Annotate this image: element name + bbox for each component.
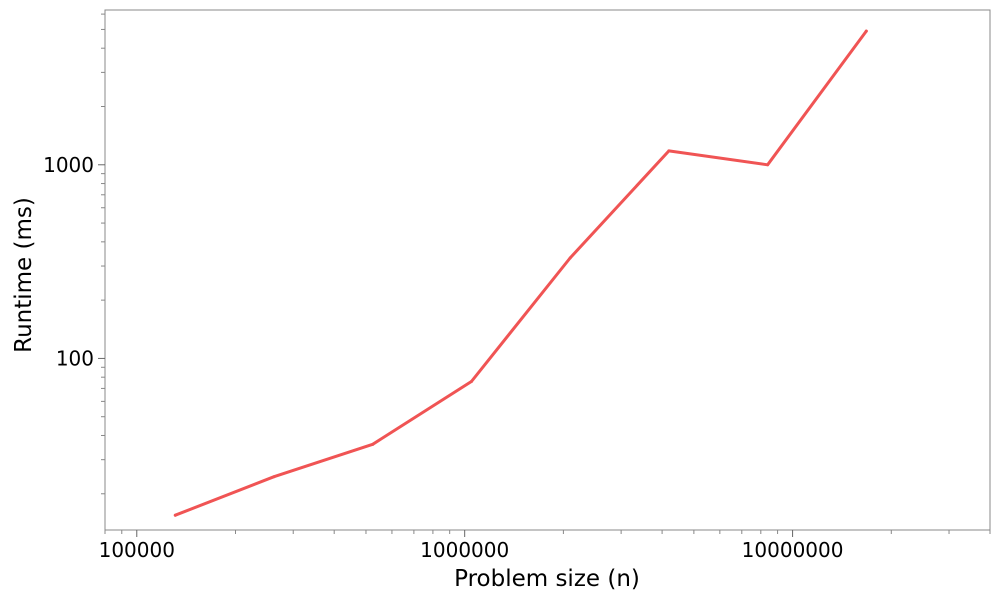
y-axis-title: Runtime (ms) — [11, 197, 37, 353]
series-layer — [173, 29, 868, 517]
data-point — [272, 475, 276, 479]
series-line — [173, 29, 868, 517]
data-point — [173, 513, 177, 517]
y-tick-label: 100 — [56, 346, 94, 370]
x-axis-minor-ticks — [104, 530, 991, 534]
data-point — [766, 163, 770, 167]
y-axis-ticks: 100 1000 — [43, 153, 105, 370]
data-point — [371, 442, 375, 446]
y-axis-minor-ticks — [101, 13, 105, 495]
x-tick-label: 1000000 — [420, 538, 509, 562]
y-tick-label: 1000 — [43, 153, 94, 177]
data-point — [864, 29, 868, 33]
x-tick-label: 10000000 — [742, 538, 844, 562]
data-point — [568, 256, 572, 260]
data-point — [469, 380, 473, 384]
plot-frame — [104, 9, 991, 531]
x-axis-title: Problem size (n) — [454, 566, 640, 592]
x-tick-label: 100000 — [99, 538, 175, 562]
x-axis-ticks: 100000 1000000 10000000 — [99, 530, 844, 562]
data-point — [667, 149, 671, 153]
